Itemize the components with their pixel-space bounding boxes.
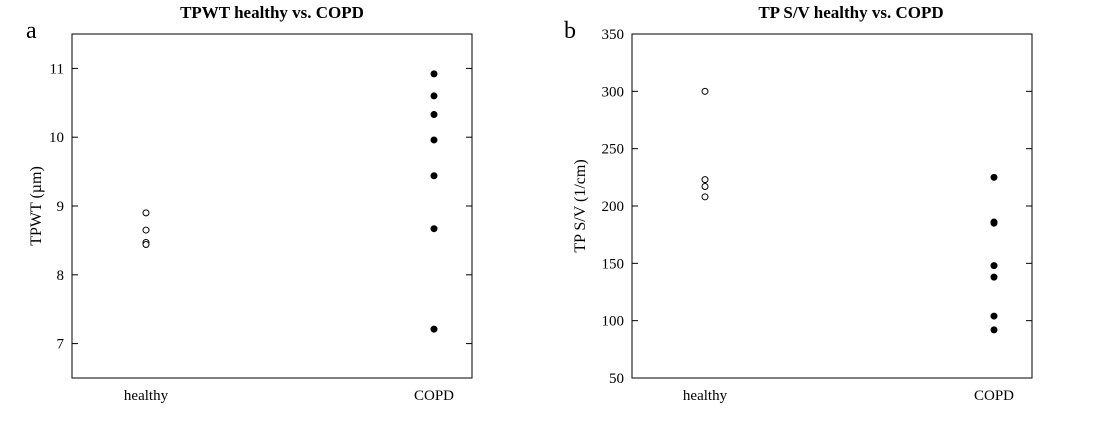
data-point-copd bbox=[990, 262, 998, 270]
panel-letter: b bbox=[564, 18, 576, 44]
y-tick-label: 300 bbox=[602, 84, 625, 100]
data-point-copd bbox=[430, 136, 438, 144]
plot-area bbox=[71, 33, 473, 379]
data-point-copd bbox=[430, 225, 438, 233]
y-axis-label: TPWT (µm) bbox=[28, 166, 45, 246]
y-tick-label: 100 bbox=[602, 314, 625, 330]
y-tick-label: 50 bbox=[609, 371, 624, 387]
data-point-copd bbox=[430, 172, 438, 180]
y-tick-label: 10 bbox=[49, 130, 64, 146]
data-point-copd bbox=[430, 70, 438, 78]
data-point-healthy bbox=[701, 176, 709, 184]
y-tick-label: 200 bbox=[602, 199, 625, 215]
chart-title: TP S/V healthy vs. COPD bbox=[758, 3, 943, 22]
data-point-copd bbox=[430, 325, 438, 333]
y-ticks: 50 100 150 200 250 300 350 bbox=[602, 27, 1032, 387]
x-category-label-healthy: healthy bbox=[124, 388, 169, 404]
panel-letter: a bbox=[26, 18, 37, 44]
y-tick-label: 150 bbox=[602, 256, 625, 272]
data-points bbox=[142, 70, 438, 333]
data-point-healthy bbox=[142, 226, 150, 234]
data-point-copd bbox=[990, 273, 998, 281]
x-category-label-healthy: healthy bbox=[683, 388, 728, 404]
panel-b: b TP S/V healthy vs. COPD TP S/V (1/cm) … bbox=[564, 3, 1033, 404]
data-point-healthy bbox=[142, 241, 150, 249]
x-category-label-copd: COPD bbox=[414, 388, 454, 404]
data-point-copd bbox=[430, 92, 438, 100]
plot-area bbox=[631, 33, 1033, 379]
data-point-healthy bbox=[701, 87, 709, 95]
data-point-copd bbox=[990, 173, 998, 181]
data-point-copd bbox=[990, 312, 998, 320]
y-tick-label: 7 bbox=[57, 337, 65, 353]
data-point-copd bbox=[990, 219, 998, 227]
y-axis-label: TP S/V (1/cm) bbox=[572, 159, 589, 252]
y-tick-label: 250 bbox=[602, 142, 625, 158]
y-tick-label: 8 bbox=[57, 268, 65, 284]
data-points bbox=[701, 87, 998, 334]
x-category-label-copd: COPD bbox=[974, 388, 1014, 404]
data-point-healthy bbox=[701, 193, 709, 201]
data-point-copd bbox=[990, 326, 998, 334]
y-tick-label: 9 bbox=[57, 199, 65, 215]
data-point-healthy bbox=[701, 183, 709, 191]
data-point-healthy bbox=[142, 209, 150, 217]
data-point-copd bbox=[430, 110, 438, 118]
y-tick-label: 350 bbox=[602, 27, 625, 43]
y-ticks: 7 8 9 10 11 bbox=[49, 61, 472, 353]
panel-a: a TPWT healthy vs. COPD TPWT (µm) health… bbox=[26, 3, 473, 404]
chart-title: TPWT healthy vs. COPD bbox=[180, 3, 364, 22]
y-tick-label: 11 bbox=[50, 61, 64, 77]
